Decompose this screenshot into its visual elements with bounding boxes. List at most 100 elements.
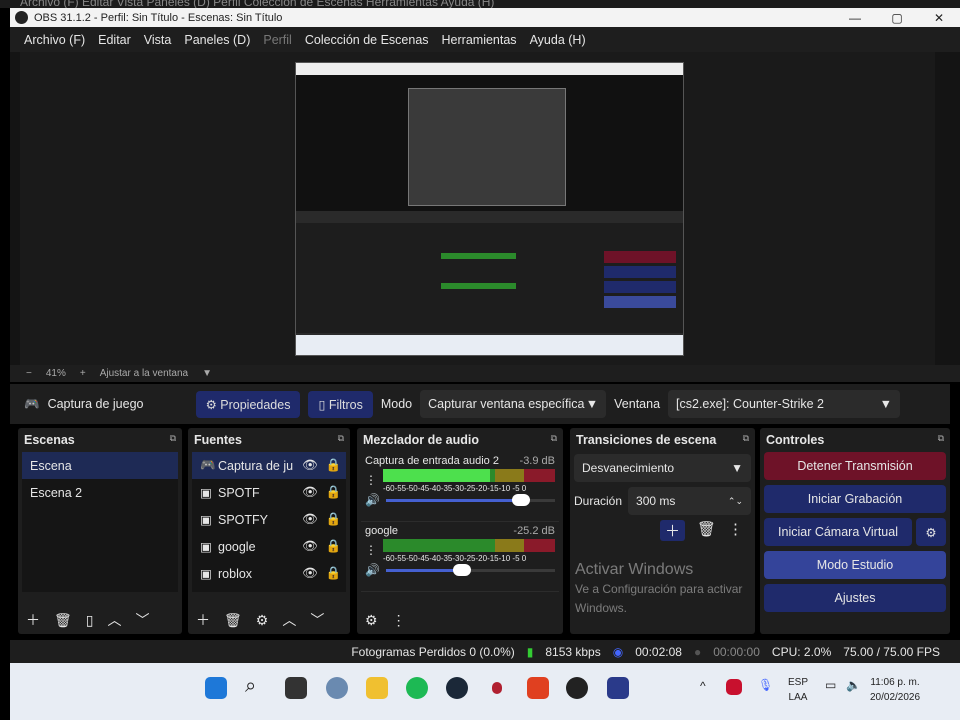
start-recording-button[interactable]: Iniciar Grabación bbox=[764, 485, 946, 513]
channel-db: -3.9 dB bbox=[519, 455, 555, 467]
undock-icon[interactable]: ⧉ bbox=[742, 433, 749, 443]
clock[interactable]: 11:06 p. m. 20/02/2026 bbox=[870, 675, 920, 705]
fit-window-dropdown[interactable]: Ajustar a la ventana bbox=[99, 368, 189, 379]
source-item[interactable]: ▣Captura de e👁🔒 bbox=[192, 587, 346, 592]
trash-icon[interactable]: 🗑 bbox=[224, 611, 242, 628]
properties-button[interactable]: ⚙ Propiedades bbox=[195, 390, 301, 418]
layout-code: LAA bbox=[788, 692, 808, 703]
volume-slider[interactable] bbox=[385, 493, 555, 506]
menu-archivo[interactable]: Archivo (F) bbox=[24, 32, 86, 47]
move-up-icon[interactable]: ︿ bbox=[107, 612, 122, 628]
more-options-icon[interactable]: ⋮ bbox=[365, 473, 377, 487]
file-explorer-icon[interactable] bbox=[366, 677, 388, 699]
more-options-icon[interactable]: ⋮ bbox=[728, 521, 743, 538]
minimize-button[interactable]: — bbox=[849, 10, 861, 25]
preview-area[interactable] bbox=[10, 52, 960, 365]
eye-icon[interactable]: 👁 bbox=[302, 566, 318, 580]
volume-icon[interactable]: 🔈 bbox=[846, 678, 861, 692]
trash-icon[interactable]: 🗑 bbox=[696, 521, 716, 538]
source-item[interactable]: ▣ google 👁 🔒 bbox=[192, 533, 346, 560]
trash-icon[interactable]: 🗑 bbox=[54, 611, 72, 628]
spotify-icon[interactable] bbox=[406, 677, 428, 699]
mode-select[interactable]: Capturar ventana específica ▼ bbox=[420, 390, 607, 418]
move-down-icon[interactable]: ﹀ bbox=[310, 612, 325, 628]
lock-icon[interactable]: 🔒 bbox=[325, 566, 342, 580]
counter-strike-icon[interactable] bbox=[607, 677, 629, 699]
advanced-audio-gear-icon[interactable]: ⚙ bbox=[365, 611, 378, 628]
search-icon[interactable]: ⌕ bbox=[245, 675, 257, 697]
duration-input[interactable]: 300 ms ⌃⌄ bbox=[628, 487, 751, 515]
maximize-button[interactable]: ▢ bbox=[891, 10, 903, 25]
source-item[interactable]: 🎮 Captura de ju 👁 🔒 bbox=[192, 452, 346, 479]
mixer-channel: google -25.2 dB ⋮ -60-55-50-45-40-35-30-25… bbox=[361, 522, 559, 592]
move-up-icon[interactable]: ︿ bbox=[282, 612, 297, 628]
lock-icon[interactable]: 🔒 bbox=[325, 458, 342, 472]
zoom-out-button[interactable]: − bbox=[26, 368, 32, 379]
lock-icon[interactable]: 🔒 bbox=[325, 539, 342, 553]
settings-button[interactable]: Ajustes bbox=[764, 584, 946, 612]
source-item[interactable]: ▣ roblox 👁 🔒 bbox=[192, 560, 346, 587]
start-icon[interactable] bbox=[205, 677, 227, 699]
start-virtual-camera-button[interactable]: Iniciar Cámara Virtual bbox=[764, 518, 912, 546]
lang-code: ESP bbox=[788, 677, 809, 688]
menu-paneles[interactable]: Paneles (D) bbox=[184, 32, 251, 47]
close-button[interactable]: ✕ bbox=[933, 10, 945, 25]
status-bar: Fotogramas Perdidos 0 (0.0%) ▮ 8153 kbps… bbox=[10, 640, 960, 663]
source-item[interactable]: ▣ SPOTFY 👁 🔒 bbox=[192, 506, 346, 533]
source-toolbar: 🎮 Captura de juego ⚙ Propiedades ▯ Filtr… bbox=[10, 384, 950, 424]
eye-icon[interactable]: 👁 bbox=[302, 539, 318, 553]
task-view-icon[interactable] bbox=[285, 677, 307, 699]
lock-icon[interactable]: 🔒 bbox=[325, 485, 342, 499]
eye-icon[interactable]: 👁 bbox=[302, 485, 318, 499]
studio-mode-button[interactable]: Modo Estudio bbox=[764, 551, 946, 579]
stop-streaming-button[interactable]: Detener Transmisión bbox=[764, 452, 946, 480]
eye-icon[interactable]: 👁 bbox=[302, 458, 318, 472]
speaker-icon[interactable]: 🔊 bbox=[365, 493, 380, 507]
menu-vista[interactable]: Vista bbox=[143, 32, 172, 47]
menu-ayuda[interactable]: Ayuda (H) bbox=[529, 32, 586, 47]
menu-coleccion[interactable]: Colección de Escenas bbox=[304, 32, 429, 47]
undock-icon[interactable]: ⧉ bbox=[937, 433, 944, 443]
lock-icon[interactable]: 🔒 bbox=[325, 512, 342, 526]
eye-icon[interactable]: 👁 bbox=[302, 512, 318, 526]
source-name: SPOTF bbox=[218, 485, 260, 500]
menu-herramientas[interactable]: Herramientas bbox=[441, 32, 517, 47]
menu-perfil[interactable]: Perfil bbox=[263, 32, 292, 47]
filters-button[interactable]: ▯ Filtros bbox=[308, 390, 373, 418]
add-icon[interactable]: ＋ bbox=[196, 612, 210, 628]
move-down-icon[interactable]: ﹀ bbox=[135, 612, 150, 628]
undock-icon[interactable]: ⧉ bbox=[169, 433, 176, 443]
network-icon[interactable]: ▭ bbox=[825, 678, 837, 692]
filter-icon[interactable]: ▯ bbox=[85, 611, 94, 628]
gear-icon[interactable]: ⚙ bbox=[255, 611, 269, 628]
stepper-icon[interactable]: ⌃⌄ bbox=[727, 495, 743, 506]
brave-icon[interactable] bbox=[527, 677, 549, 699]
chevron-down-icon[interactable]: ▼ bbox=[202, 368, 212, 379]
window-select[interactable]: [cs2.exe]: Counter-Strike 2 ▼ bbox=[668, 390, 901, 418]
more-options-icon[interactable]: ⋮ bbox=[365, 543, 377, 557]
undock-icon[interactable]: ⧉ bbox=[337, 433, 344, 443]
steam-icon[interactable] bbox=[446, 677, 468, 699]
volume-slider[interactable] bbox=[385, 563, 555, 576]
microphone-icon[interactable]: 🎙 bbox=[758, 678, 774, 692]
duration-label: Duración bbox=[574, 494, 623, 508]
browser-icon[interactable] bbox=[326, 677, 348, 699]
virtual-camera-gear-icon[interactable]: ⚙ bbox=[916, 518, 946, 546]
menu-editar[interactable]: Editar bbox=[98, 32, 131, 47]
raspberry-icon[interactable] bbox=[492, 682, 502, 694]
zoom-in-button[interactable]: + bbox=[79, 368, 86, 379]
speaker-icon[interactable]: 🔊 bbox=[365, 563, 380, 577]
transition-select[interactable]: Desvanecimiento ▼ bbox=[574, 454, 751, 482]
source-item[interactable]: ▣ SPOTF 👁 🔒 bbox=[192, 479, 346, 506]
amd-icon[interactable] bbox=[726, 679, 742, 695]
preview-canvas[interactable] bbox=[20, 52, 935, 365]
add-icon[interactable]: ＋ bbox=[26, 612, 40, 628]
more-options-icon[interactable]: ⋮ bbox=[391, 611, 406, 628]
scene-item[interactable]: Escena 2 bbox=[30, 485, 83, 500]
add-transition-button[interactable]: ＋ bbox=[659, 520, 685, 541]
scene-item[interactable]: Escena bbox=[22, 452, 178, 479]
obs-taskbar-icon[interactable] bbox=[566, 677, 588, 699]
undock-icon[interactable]: ⧉ bbox=[550, 433, 557, 443]
language-indicator[interactable]: ESP LAA bbox=[788, 675, 808, 705]
show-hidden-icons[interactable]: ^ bbox=[700, 679, 706, 693]
